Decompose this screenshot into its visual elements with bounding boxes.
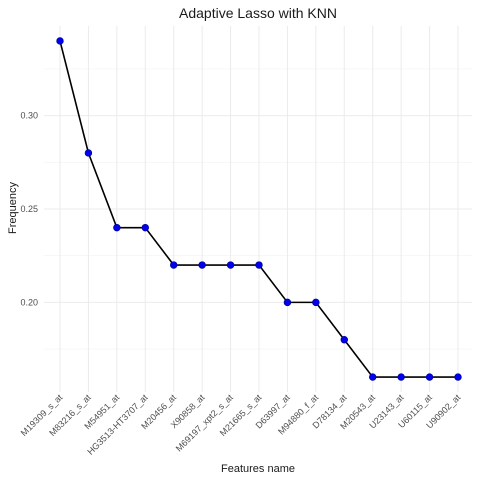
data-point (425, 373, 434, 381)
y-tick-label: 0.30 (20, 111, 38, 121)
x-axis-ticks: M19309_s_atM83216_s_atM54951_atHG3513-HT… (19, 392, 463, 457)
data-point (56, 37, 64, 45)
data-point (113, 223, 121, 232)
data-point (198, 261, 206, 269)
grid (44, 26, 472, 392)
data-point (170, 261, 178, 269)
y-axis-ticks: 0.20 0.25 0.30 (20, 111, 38, 308)
data-point (84, 149, 93, 157)
y-axis-title: Frequency (7, 182, 19, 234)
data-points (56, 37, 462, 381)
data-point (454, 373, 462, 381)
data-point (397, 373, 405, 381)
data-point (283, 298, 292, 307)
data-point (255, 261, 263, 269)
data-point (340, 336, 348, 344)
y-tick-label: 0.20 (20, 297, 38, 307)
data-point (312, 298, 320, 307)
data-point (369, 373, 377, 381)
chart-title: Adaptive Lasso with KNN (179, 5, 337, 21)
data-point (226, 261, 235, 269)
data-point (141, 223, 149, 232)
x-axis-title: Features name (221, 463, 295, 475)
y-tick-label: 0.25 (20, 204, 38, 214)
